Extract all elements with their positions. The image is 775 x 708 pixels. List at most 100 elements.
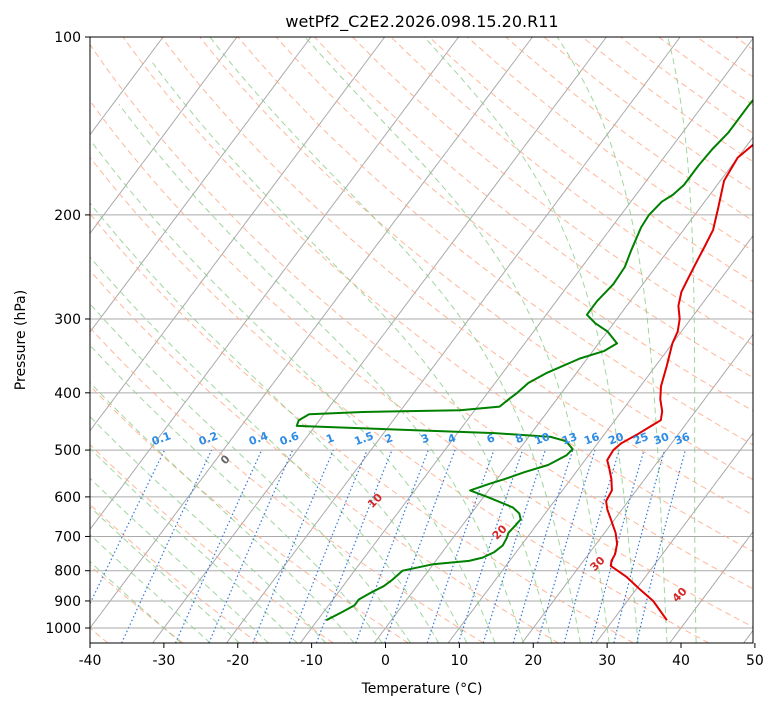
x-tick-label: 10 <box>450 653 468 669</box>
mixing-ratio-label: 2 <box>383 431 395 446</box>
dry-adiabat-line <box>90 269 559 643</box>
mixing-ratio-line <box>613 449 666 643</box>
mixing-ratio-label: 0.4 <box>247 429 270 448</box>
y-tick-label: 100 <box>54 30 81 46</box>
mixing-ratio-label: 0.1 <box>150 429 173 448</box>
dry-adiabat-line <box>90 43 753 590</box>
y-tick-label: 400 <box>54 386 81 402</box>
mixing-ratio-label: 30 <box>652 430 671 448</box>
isotherm-line <box>90 37 386 432</box>
mixing-ratio-line <box>457 449 524 643</box>
dry-adiabat-line <box>275 37 753 412</box>
mixing-ratio-line <box>563 449 620 643</box>
mixing-ratio-label: 13 <box>560 430 579 447</box>
dry-adiabat-line <box>90 327 484 643</box>
y-tick-label: 1000 <box>45 621 81 637</box>
isotherm-line <box>90 37 460 531</box>
dry-adiabat-line <box>90 213 634 643</box>
moist-adiabat-line <box>90 506 240 643</box>
isotherm-line <box>226 37 681 643</box>
dry-adiabat-line <box>313 37 753 379</box>
moist-adiabat-line <box>90 256 440 643</box>
mixing-ratio-label: 20 <box>607 430 626 448</box>
dry-adiabat-line <box>160 37 753 516</box>
mixing-ratio-line <box>288 449 368 643</box>
mixing-ratio-line <box>636 449 686 643</box>
plot-frame <box>89 36 754 644</box>
moist-adiabat-line <box>90 344 383 643</box>
mixing-ratio-label: 10 <box>533 430 552 448</box>
mixing-ratio-label: 0.2 <box>197 429 220 448</box>
mixing-ratio-label: 25 <box>631 430 650 447</box>
moist-adiabat-line <box>151 61 553 643</box>
moist-adiabat-line <box>556 37 668 643</box>
mixing-ratio-line <box>90 449 166 605</box>
y-tick-label: 500 <box>54 443 81 459</box>
y-tick-label: 200 <box>54 208 81 224</box>
axes: -40 -30 -20 -10 0 10 20 30 40 5010020030040050060… <box>45 30 763 669</box>
mixing-ratio-line <box>355 449 429 643</box>
moist-adiabat-line <box>667 37 697 643</box>
isotherm-line <box>669 531 753 643</box>
mixing-ratio-line <box>384 449 456 643</box>
moist-adiabat-line <box>90 140 496 643</box>
mixing-ratio-label: 6 <box>485 431 497 446</box>
moist-adiabat-line <box>118 103 524 643</box>
y-tick-label: 600 <box>54 490 81 506</box>
mixing-ratio-label: 0.6 <box>278 429 301 448</box>
moist-adiabat-line <box>90 415 326 643</box>
moist-adiabat-line <box>90 202 468 643</box>
isotherm-line <box>90 37 534 629</box>
x-tick-label: -30 <box>152 653 175 669</box>
data-series <box>295 98 753 622</box>
isotherm-line <box>90 37 312 333</box>
background-lines <box>90 37 753 643</box>
mixing-ratio-label: 1 <box>324 431 336 446</box>
y-tick-label: 700 <box>54 529 81 545</box>
mixing-ratio-label: 1.5 <box>353 429 376 448</box>
x-tick-label: -20 <box>226 653 249 669</box>
mixing-ratio-line <box>252 449 334 643</box>
moist-adiabat-line <box>90 560 182 643</box>
mixing-ratio-label: 3 <box>419 431 431 446</box>
dry-adiabat-line <box>90 100 753 628</box>
moist-adiabat-line <box>90 447 298 643</box>
mixing-ratio-label: 16 <box>582 430 601 448</box>
chart-title: wetPf2_C2E2.2026.098.15.20.R11 <box>285 12 558 32</box>
mixing-ratio-line <box>426 449 495 643</box>
mixing-ratio-line <box>482 449 546 643</box>
x-tick-label: 0 <box>381 653 390 669</box>
isotherm-line <box>521 333 753 643</box>
dewpoint-line <box>295 98 753 622</box>
mixing-ratio-line <box>315 449 393 643</box>
isotherm-line <box>447 235 753 643</box>
mixing-ratio-line <box>512 449 574 643</box>
moist-adiabat-line <box>304 37 610 643</box>
x-tick-label: -40 <box>79 653 102 669</box>
dry-adiabat-line <box>90 156 709 643</box>
mixing-ratio-line <box>536 449 596 643</box>
mixing-ratio-label: 8 <box>514 431 526 446</box>
dry-adiabat-line <box>352 37 753 346</box>
moist-adiabat-line <box>423 37 639 643</box>
mixing-ratio-line <box>121 449 213 643</box>
x-axis-label: Temperature (°C) <box>361 681 483 697</box>
x-tick-label: -10 <box>300 653 323 669</box>
y-tick-label: 900 <box>54 594 81 610</box>
temperature-line <box>605 143 753 621</box>
dry-adiabat-line <box>122 37 753 553</box>
mixing-ratio-label: 4 <box>446 431 458 446</box>
x-tick-label: 20 <box>524 653 542 669</box>
isotherm-line <box>595 432 753 643</box>
dry-adiabat-line <box>90 443 334 643</box>
isotherm-line <box>152 37 608 643</box>
moist-adiabat-line <box>209 37 581 643</box>
y-tick-label: 800 <box>54 564 81 580</box>
x-tick-label: 30 <box>598 653 616 669</box>
moist-adiabat-line <box>90 381 355 643</box>
y-axis-label: Pressure (hPa) <box>13 290 29 390</box>
moist-adiabat-line <box>90 303 411 643</box>
mixing-ratio-label: 36 <box>673 430 692 448</box>
x-tick-label: 40 <box>672 653 690 669</box>
